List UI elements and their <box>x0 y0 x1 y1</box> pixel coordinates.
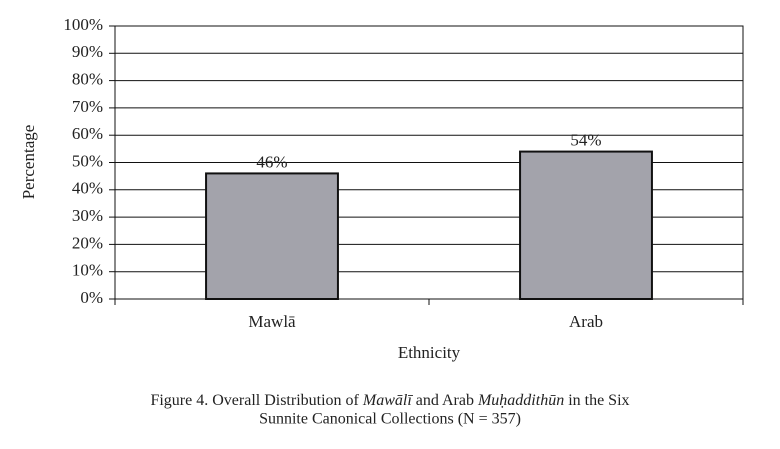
caption-part: Figure 4. Overall Distribution of <box>150 392 359 409</box>
y-tick-label: 40% <box>72 179 103 198</box>
x-tick-label: Arab <box>569 312 603 331</box>
caption-line: Figure 4. Overall Distribution of Mawālī… <box>150 392 629 409</box>
y-tick-label: 100% <box>63 15 103 34</box>
caption-line: Sunnite Canonical Collections (N = 357) <box>259 411 521 428</box>
y-tick-label: 0% <box>80 288 103 307</box>
y-tick-label: 90% <box>72 42 103 61</box>
bar <box>205 172 339 300</box>
caption-part: Mawālī <box>362 392 413 409</box>
x-axis-title: Ethnicity <box>398 343 461 362</box>
y-tick-label: 70% <box>72 97 103 116</box>
y-tick-label: 60% <box>72 124 103 143</box>
value-label: 54% <box>570 130 601 149</box>
y-tick-label: 50% <box>72 151 103 170</box>
caption-part: and Arab <box>416 392 474 409</box>
value-label: 46% <box>256 152 287 171</box>
y-tick-label: 80% <box>72 70 103 89</box>
y-axis-title: Percentage <box>19 125 38 200</box>
caption-part: Muḥaddithūn <box>477 392 564 409</box>
caption-part: in the Six <box>568 392 629 409</box>
x-tick-label: Mawlā <box>248 312 296 331</box>
y-tick-label: 10% <box>72 261 103 280</box>
y-tick-label: 30% <box>72 206 103 225</box>
y-tick-label: 20% <box>72 233 103 252</box>
bar <box>519 150 653 300</box>
